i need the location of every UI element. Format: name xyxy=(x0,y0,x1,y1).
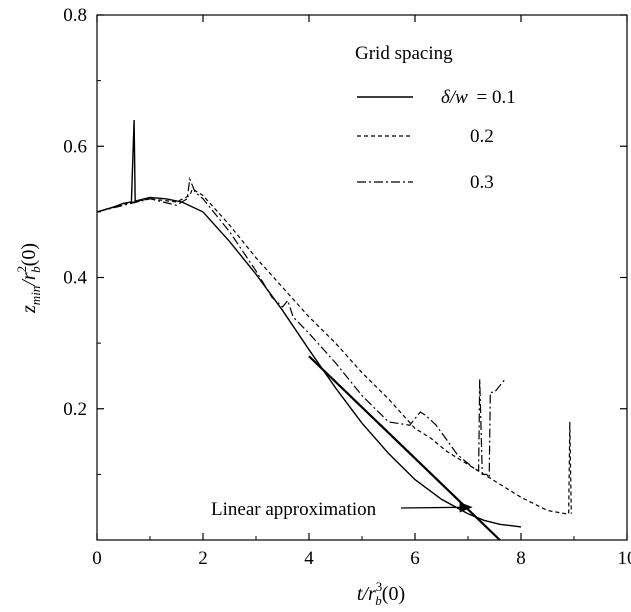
y-tick-label: 0.6 xyxy=(63,136,87,157)
y-tick-label: 0.4 xyxy=(63,268,87,289)
x-tick-label: 10 xyxy=(618,548,631,569)
annotation-label: Linear approximation xyxy=(211,499,377,520)
annotation-arrow xyxy=(400,502,473,513)
x-tick-label: 6 xyxy=(410,548,420,569)
x-ticks: 0 2 4 6 8 10 xyxy=(92,15,631,569)
series-line-0.3 xyxy=(96,176,506,480)
y-axis-label-sub: b xyxy=(28,266,43,273)
y-axis-label: zmin/r2b(0) xyxy=(14,243,43,314)
y-axis-label-mid: /r xyxy=(18,272,40,287)
series-lines xyxy=(96,119,572,541)
legend-title: Grid spacing xyxy=(355,43,453,64)
x-axis-label-sub: b xyxy=(375,593,382,608)
legend-value-0.1: = 0.1 xyxy=(477,87,516,108)
y-axis-label-sup: 2 xyxy=(14,266,29,273)
series-line-0.1 xyxy=(96,119,522,528)
x-axis-label-sup: 3 xyxy=(376,579,383,594)
y-tick-label: 0.8 xyxy=(63,5,87,26)
legend: Grid spacing δ/w = 0.1 0.2 0.3 xyxy=(355,43,516,193)
y-axis-label-zsub: min xyxy=(28,286,43,306)
x-axis-label-main: t/r xyxy=(357,583,376,605)
x-tick-label: 4 xyxy=(304,548,314,569)
x-tick-label: 8 xyxy=(516,548,526,569)
y-axis-label-z: z xyxy=(18,305,40,314)
series-line-0.2 xyxy=(96,188,572,515)
legend-label-0.1: δ/w = 0.1 xyxy=(441,87,516,108)
x-axis-label: t/r3 b(0) xyxy=(357,579,405,608)
legend-label-0.2: 0.2 xyxy=(470,126,494,147)
x-axis-label-tail: (0) xyxy=(382,583,405,605)
legend-delta-w: δ/w xyxy=(441,87,468,108)
legend-label-0.3: 0.3 xyxy=(470,172,494,193)
x-tick-label: 0 xyxy=(92,548,102,569)
y-tick-label: 0.2 xyxy=(63,399,87,420)
y-axis-label-tail: (0) xyxy=(18,243,40,266)
y-ticks: 0.2 0.4 0.6 0.8 xyxy=(63,5,627,475)
x-tick-label: 2 xyxy=(198,548,208,569)
plot-frame xyxy=(96,14,628,541)
